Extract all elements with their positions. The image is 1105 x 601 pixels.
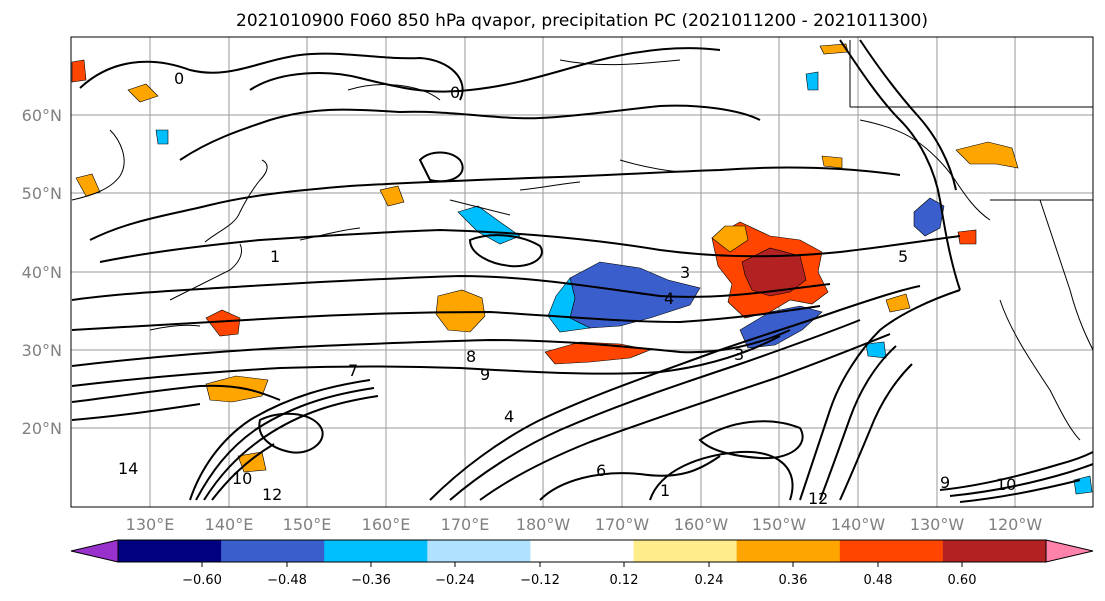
colorbar-left-extension [70,539,119,563]
contour-label: 0 [174,69,184,88]
precip-positive-area [205,375,269,403]
precip-positive-area [205,309,241,337]
colorbar-tick-label: −0.60 [182,573,222,588]
colorbar-swatch [942,540,1047,562]
precip-negative-area [805,71,819,91]
lon-label: 120°W [988,515,1043,534]
colorbar-swatch [839,540,944,562]
contour-label: 9 [940,473,950,492]
precip-positive-area [885,293,911,313]
contour-label: 14 [118,459,138,478]
contour-label: 0 [450,83,460,102]
contour-label: 10 [232,469,252,488]
contour-labels: 0 0 1 3 4 5 7 8 9 4 3 1 14 10 12 9 6 12 … [118,69,1016,508]
lat-label: 60°N [22,106,62,125]
precip-negative-area [155,129,169,145]
contour-label: 10 [996,475,1016,494]
contour-label: 12 [808,489,828,508]
colorbar-swatch [530,540,635,562]
coastlines [71,40,1093,441]
map-frame [70,36,1094,508]
colorbar-swatch [427,540,531,562]
lon-label: 180°W [516,515,571,534]
precip-positive-area [379,185,405,207]
contour-label: 8 [466,347,476,366]
lon-label: 160°W [674,515,729,534]
precip-positive-area [821,155,843,169]
contour-label: 4 [504,407,514,426]
contour-label: 12 [262,485,282,504]
lon-label: 140°E [205,515,254,534]
precip-positive-area [75,173,101,197]
lon-label: 150°W [752,515,807,534]
lon-label: 170°E [441,515,490,534]
colorbar-tick-label: −0.24 [435,573,475,588]
lon-label: 150°E [283,515,332,534]
humidity-contours [71,39,1093,503]
colorbar-ticks [201,562,963,567]
colorbar-tick-label: 0.48 [864,573,893,588]
latitude-labels: 60°N 50°N 40°N 30°N 20°N [22,106,62,438]
contour-label: 9 [480,365,490,384]
figure-title: 2021010900 F060 850 hPa qvapor, precipit… [236,11,928,31]
colorbar-tick-label: 0.60 [948,573,977,588]
precip-positive-area [127,83,159,103]
precip-negative-area [739,305,823,349]
colorbar-tick-label: −0.12 [520,573,560,588]
colorbar: −0.60 −0.48 −0.36 −0.24 −0.12 0.12 0.24 … [70,539,1094,588]
lat-label: 50°N [22,184,62,203]
colorbar-swatch [118,540,222,562]
lon-label: 130°W [910,515,965,534]
lat-label: 40°N [22,263,62,282]
colorbar-tick-label: −0.48 [267,573,307,588]
longitude-labels: 130°E 140°E 150°E 160°E 170°E 180°W 170°… [126,515,1043,534]
colorbar-swatch [736,540,841,562]
colorbar-swatch [221,540,325,562]
lon-label: 140°W [831,515,886,534]
precip-negative-area [913,197,945,237]
map-panel: 0 0 1 3 4 5 7 8 9 4 3 1 14 10 12 9 6 12 … [70,36,1094,508]
colorbar-tick-label: −0.36 [351,573,391,588]
contour-label: 3 [734,345,744,364]
lat-label: 20°N [22,419,62,438]
lon-label: 170°W [595,515,650,534]
contour-label: 1 [270,247,280,266]
precip-negative-edge [547,277,592,333]
precip-positive-area [955,141,1019,169]
precip-positive-area [71,59,87,83]
contour-label: 1 [660,481,670,500]
lat-label: 30°N [22,341,62,360]
precipitation-shading [71,43,1093,495]
colorbar-swatch [324,540,428,562]
precip-positive-area [435,289,486,333]
colorbar-tick-label: 0.24 [695,573,724,588]
colorbar-swatches [117,539,1047,563]
lon-label: 130°E [126,515,175,534]
contour-label: 7 [348,361,358,380]
contour-label: 6 [596,461,606,480]
colorbar-swatch [633,540,738,562]
colorbar-tick-label: 0.36 [779,573,808,588]
lon-label: 160°E [362,515,411,534]
precip-positive-core [741,247,807,297]
precip-negative-area [865,341,887,359]
colorbar-tick-labels: −0.60 −0.48 −0.36 −0.24 −0.12 0.12 0.24 … [182,573,976,588]
contour-label: 5 [898,247,908,266]
precip-positive-edge [711,225,749,253]
colorbar-right-extension [1045,539,1094,563]
colorbar-tick-label: 0.12 [610,573,639,588]
contour-label: 3 [680,263,690,282]
precip-positive-area [957,229,977,245]
contour-label: 4 [664,289,674,308]
